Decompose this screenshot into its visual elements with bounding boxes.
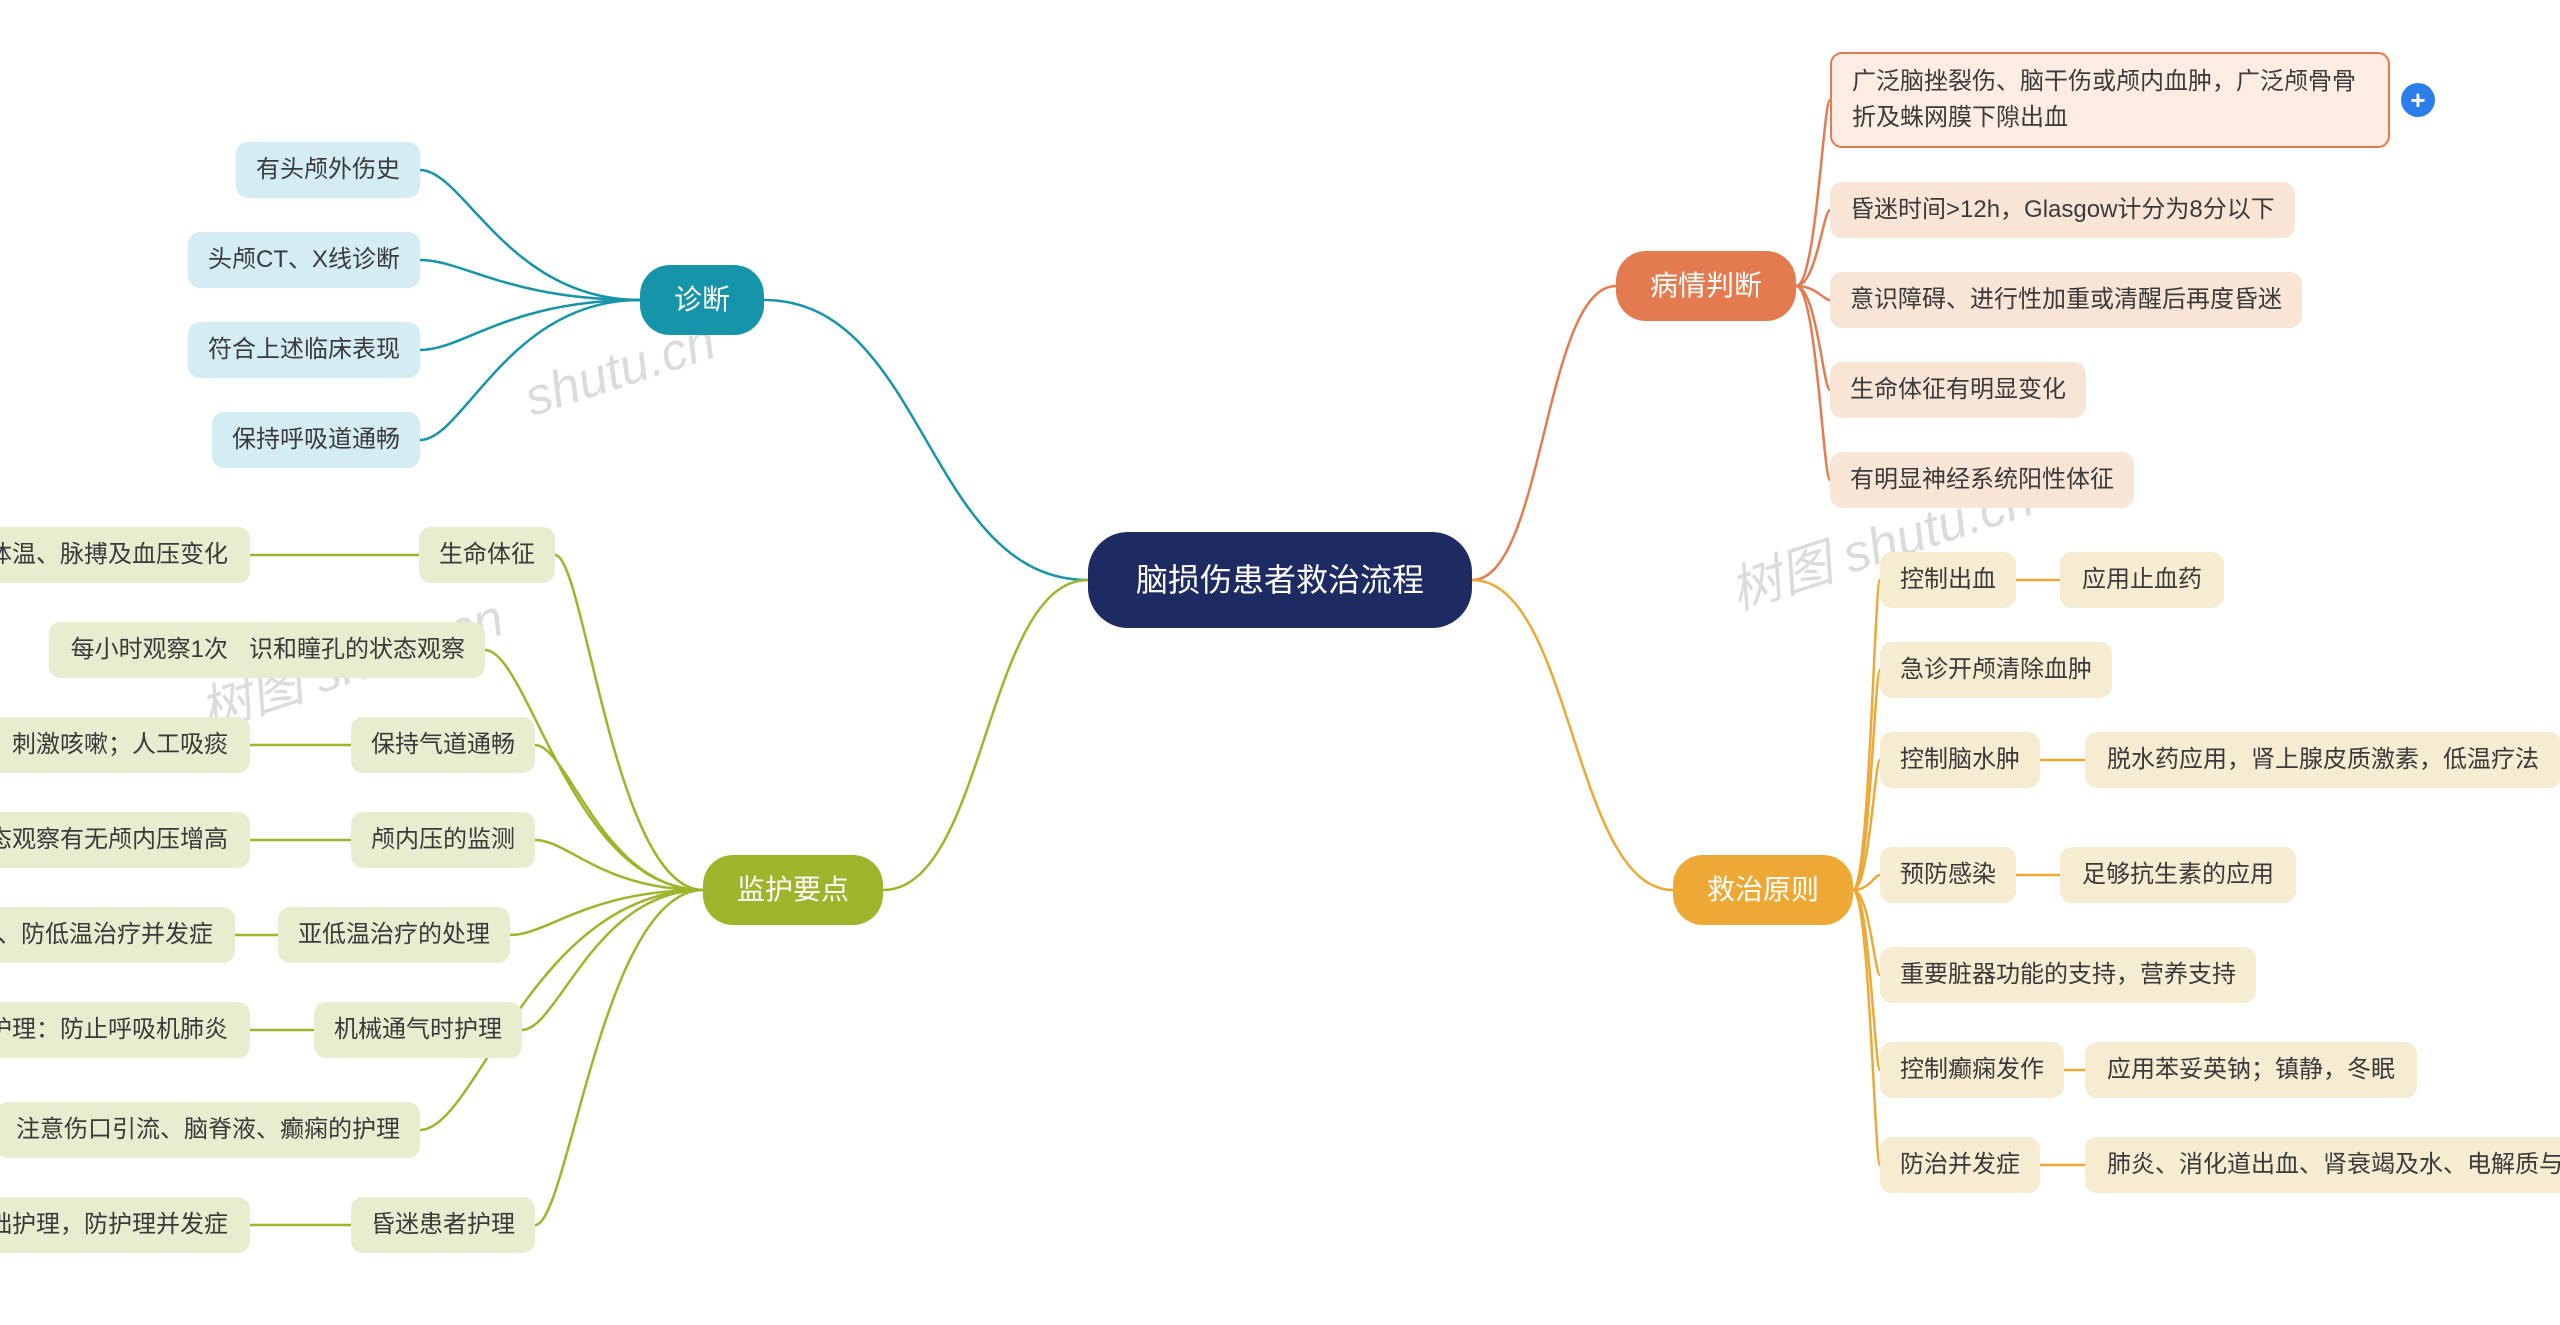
edge <box>1853 890 1880 1070</box>
branch-monitor-c4-s0[interactable]: 观察体温、脑温、防低温治疗并发症 <box>0 907 235 963</box>
edge <box>535 745 703 890</box>
branch-treat-c6[interactable]: 防治并发症 <box>1880 1137 2040 1193</box>
branch-diag-c0[interactable]: 有头颅外伤史 <box>236 142 420 198</box>
branch-treat-c3[interactable]: 预防感染 <box>1880 847 2016 903</box>
edge <box>1796 100 1830 286</box>
branch-monitor-c0-s0[interactable]: 严密观察呼吸、体温、脉搏及血压变化 <box>0 527 250 583</box>
branch-monitor-c3-s0[interactable]: 状态观察有无颅内压增高 <box>0 812 250 868</box>
edge <box>555 555 703 890</box>
edge <box>1472 286 1616 580</box>
branch-diag-c2[interactable]: 符合上述临床表现 <box>188 322 420 378</box>
branch-monitor-c3[interactable]: 颅内压的监测 <box>351 812 535 868</box>
branch-treat-c0-s0[interactable]: 应用止血药 <box>2060 552 2224 608</box>
edge <box>420 300 640 440</box>
branch-treat-c5[interactable]: 控制癫痫发作 <box>1880 1042 2064 1098</box>
branch-treat[interactable]: 救治原则 <box>1673 855 1853 925</box>
branch-diag-c1[interactable]: 头颅CT、X线诊断 <box>188 232 420 288</box>
branch-treat-c0[interactable]: 控制出血 <box>1880 552 2016 608</box>
branch-treat-c1[interactable]: 急诊开颅清除血肿 <box>1880 642 2112 698</box>
edge <box>1853 890 1880 975</box>
branch-monitor-c2[interactable]: 保持气道通畅 <box>351 717 535 773</box>
branch-diag[interactable]: 诊断 <box>640 265 764 335</box>
branch-diag-c3[interactable]: 保持呼吸道通畅 <box>212 412 420 468</box>
edge <box>883 580 1088 890</box>
edge <box>420 170 640 300</box>
branch-monitor-c2-s0[interactable]: 湿化痰液；刺激咳嗽；人工吸痰 <box>0 717 250 773</box>
branch-treat-c2[interactable]: 控制脑水肿 <box>1880 732 2040 788</box>
edge <box>1472 580 1673 890</box>
branch-monitor-c4[interactable]: 亚低温治疗的处理 <box>278 907 510 963</box>
edge <box>1853 890 1880 1165</box>
edge <box>535 840 703 890</box>
edge <box>1853 580 1880 890</box>
branch-treat-c5-s0[interactable]: 应用苯妥英钠；镇静，冬眠 <box>2085 1042 2417 1098</box>
branch-monitor[interactable]: 监护要点 <box>703 855 883 925</box>
expand-icon[interactable]: + <box>2401 83 2435 117</box>
branch-monitor-c6[interactable]: 注意伤口引流、脑脊液、癫痫的护理 <box>0 1102 420 1158</box>
branch-treat-c4[interactable]: 重要脏器功能的支持，营养支持 <box>1880 947 2256 1003</box>
edge <box>1796 210 1830 286</box>
root-node[interactable]: 脑损伤患者救治流程 <box>1088 532 1472 628</box>
branch-monitor-c7-s0[interactable]: 做好基础护理，防护理并发症 <box>0 1197 250 1253</box>
branch-monitor-c1-s0[interactable]: 每小时观察1次 <box>49 622 250 678</box>
branch-treat-c6-s0[interactable]: 肺炎、消化道出血、肾衰竭及水、电解质与酸碱平衡失调 <box>2085 1137 2560 1193</box>
edge <box>1853 875 1880 890</box>
edge <box>1796 286 1830 390</box>
edge <box>764 300 1088 580</box>
branch-judge-c1[interactable]: 昏迷时间>12h，Glasgow计分为8分以下 <box>1830 182 2295 238</box>
branch-treat-c2-s0[interactable]: 脱水药应用，肾上腺皮质激素，低温疗法 <box>2085 732 2560 788</box>
branch-judge-c3[interactable]: 生命体征有明显变化 <box>1830 362 2086 418</box>
branch-monitor-c7[interactable]: 昏迷患者护理 <box>351 1197 535 1253</box>
branch-judge-c4[interactable]: 有明显神经系统阳性体征 <box>1830 452 2134 508</box>
edge <box>535 890 703 1225</box>
branch-judge-c2[interactable]: 意识障碍、进行性加重或清醒后再度昏迷 <box>1830 272 2302 328</box>
edge <box>522 890 703 1030</box>
edge <box>1853 760 1880 890</box>
branch-monitor-c5[interactable]: 机械通气时护理 <box>314 1002 522 1058</box>
branch-treat-c3-s0[interactable]: 足够抗生素的应用 <box>2060 847 2296 903</box>
edge <box>1796 286 1830 300</box>
branch-judge[interactable]: 病情判断 <box>1616 251 1796 321</box>
edge <box>1796 286 1830 480</box>
edge <box>420 300 640 350</box>
edge <box>420 260 640 300</box>
branch-monitor-c5-s0[interactable]: 加强气道护理：防止呼吸机肺炎 <box>0 1002 250 1058</box>
branch-monitor-c0[interactable]: 生命体征 <box>419 527 555 583</box>
branch-judge-c0[interactable]: 广泛脑挫裂伤、脑干伤或颅内血肿，广泛颅骨骨折及蛛网膜下隙出血 <box>1830 52 2390 148</box>
edge <box>510 890 703 935</box>
edge <box>1853 670 1880 890</box>
